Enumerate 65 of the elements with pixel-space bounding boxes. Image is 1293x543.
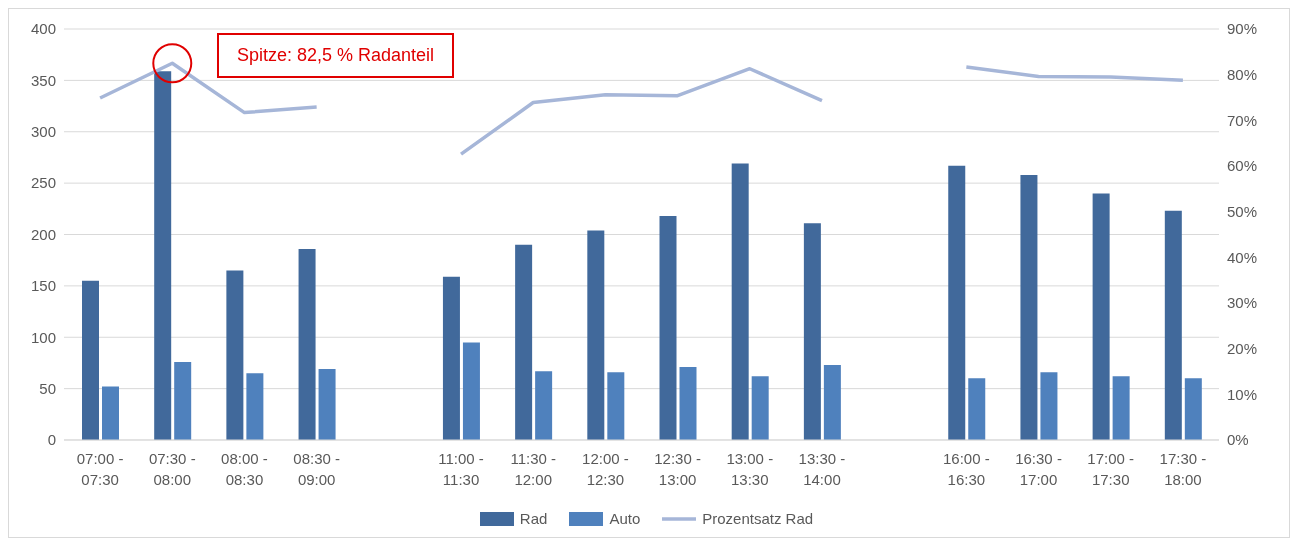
bar	[587, 230, 605, 440]
y2-tick-label: 40%	[1227, 248, 1258, 266]
y-tick-label: 350	[30, 71, 56, 89]
x-tick-label: 07:00 - 07:30	[76, 450, 124, 488]
x-tick-label: 08:30 - 09:00	[293, 450, 341, 488]
y-tick-label: 400	[30, 20, 56, 38]
x-tick-label: 17:30 - 18:00	[1159, 450, 1207, 488]
bar	[731, 163, 749, 440]
bar	[751, 376, 769, 440]
bar	[1112, 376, 1130, 440]
x-tick-label: 13:30 - 14:00	[798, 450, 846, 488]
bar	[246, 373, 264, 440]
bar	[1164, 210, 1182, 440]
bar	[535, 371, 553, 440]
y2-tick-label: 20%	[1227, 339, 1258, 357]
y-tick-label: 150	[30, 277, 56, 295]
x-tick-label: 16:00 - 16:30	[942, 450, 990, 488]
bar	[442, 276, 460, 440]
x-tick-label: 08:00 - 08:30	[221, 450, 268, 488]
bar	[968, 378, 986, 440]
y-tick-label: 50	[39, 379, 56, 397]
x-tick-label: 11:00 - 11:30	[438, 450, 484, 488]
bar	[948, 165, 966, 440]
bar	[1184, 378, 1202, 440]
bar	[607, 372, 625, 440]
bar	[102, 386, 119, 440]
x-tick-label: 12:00 - 12:30	[582, 450, 629, 488]
y2-tick-label: 30%	[1227, 294, 1258, 312]
bar	[1092, 193, 1110, 440]
bar	[226, 270, 244, 440]
y-tick-label: 100	[30, 328, 56, 346]
legend-label: Rad	[519, 510, 548, 527]
bar	[1020, 174, 1038, 440]
y-tick-label: 250	[30, 174, 56, 192]
bar	[298, 248, 316, 440]
y2-tick-label: 0%	[1227, 431, 1249, 449]
y2-tick-label: 10%	[1227, 385, 1258, 403]
x-tick-label: 07:30 - 08:00	[148, 450, 196, 488]
x-tick-label: 13:00 - 13:30	[726, 450, 774, 488]
y-tick-label: 300	[30, 123, 56, 141]
y2-tick-label: 50%	[1227, 202, 1258, 220]
y-tick-label: 0	[47, 431, 56, 449]
y-tick-label: 200	[30, 225, 56, 243]
bar	[679, 367, 697, 440]
y2-tick-label: 70%	[1227, 111, 1258, 129]
x-tick-label: 16:30 - 17:00	[1015, 450, 1062, 488]
bar	[515, 244, 533, 440]
x-tick-label: 17:00 - 17:30	[1087, 450, 1135, 488]
bar	[803, 223, 821, 440]
y2-tick-label: 80%	[1227, 65, 1258, 83]
bar	[462, 342, 480, 440]
bar	[659, 216, 677, 440]
bar	[823, 364, 841, 440]
bar	[1040, 372, 1058, 440]
legend-label: Auto	[609, 510, 641, 527]
bar	[318, 369, 336, 440]
x-tick-label: 11:30 - 12:00	[510, 450, 557, 488]
bar	[154, 71, 172, 440]
bar	[82, 280, 99, 440]
legend-label: Prozentsatz Rad	[702, 510, 814, 527]
y2-tick-label: 90%	[1227, 20, 1258, 38]
y2-tick-label: 60%	[1227, 157, 1258, 175]
x-tick-label: 12:30 - 13:00	[654, 450, 701, 488]
bar	[174, 361, 192, 440]
annotation: Spitze: 82,5 % Radanteil	[217, 33, 455, 78]
